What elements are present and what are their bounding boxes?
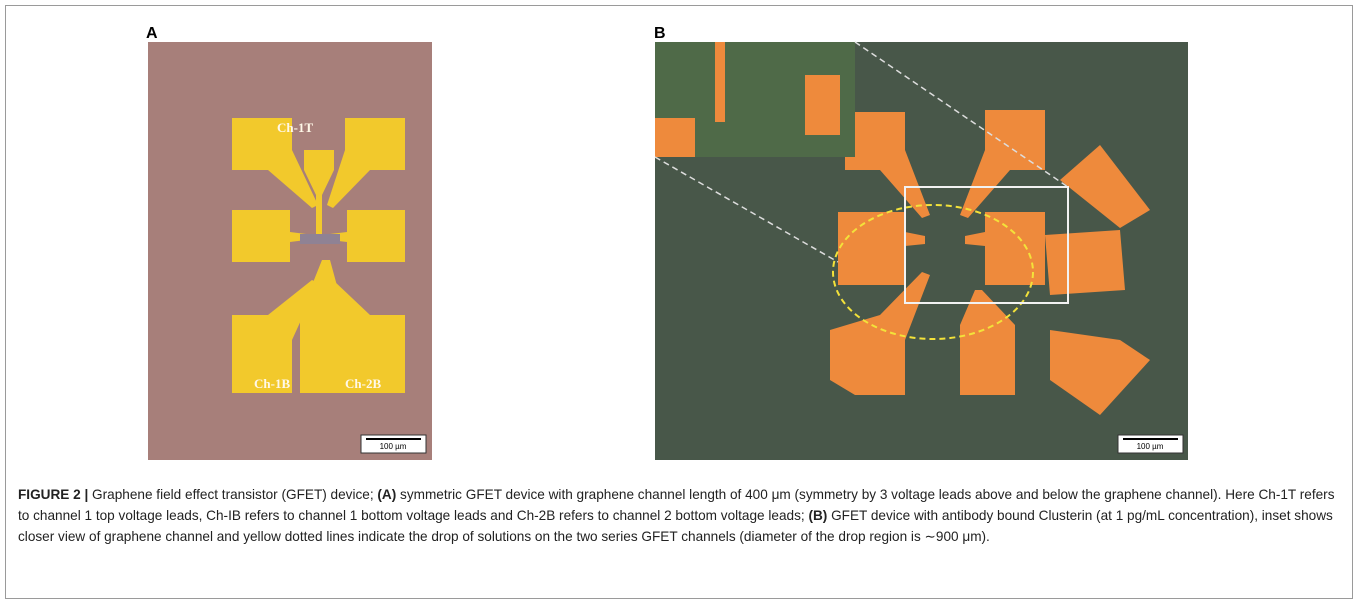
figure-frame — [5, 5, 1353, 599]
electrodes-a — [232, 118, 405, 393]
panel-label: A — [146, 25, 158, 42]
inset-electrodes — [655, 42, 840, 157]
caption: FIGURE 2 | Graphene field effect transis… — [18, 484, 1348, 547]
panel-label: B — [654, 25, 666, 42]
caption-text: Graphene field effect transistor (GFET) … — [88, 487, 378, 502]
inset-region — [904, 186, 1069, 304]
scale-label: 100 µm — [380, 442, 407, 451]
drop-outline — [832, 204, 1034, 340]
caption-panel-ref: (A) — [377, 487, 397, 502]
zoom-line — [854, 41, 1069, 188]
lead-label: Ch-1T — [277, 120, 313, 135]
caption-label: FIGURE 2 | — [18, 487, 89, 502]
graphene-channel — [300, 234, 340, 244]
lead-label: Ch-2B — [345, 376, 381, 391]
caption-text: GFET device with antibody bound Clusteri… — [18, 508, 1333, 544]
caption-text: symmetric GFET device with graphene chan… — [18, 487, 1335, 523]
zoom-line — [654, 156, 839, 263]
scale-label: 100 µm — [1137, 442, 1164, 451]
lead-label: Ch-1B — [254, 376, 290, 391]
electrodes-b — [830, 110, 1150, 415]
figure-panels: A Ch-1T Ch-1B Ch-2B 100 µm B — [146, 25, 1188, 460]
caption-panel-ref: (B) — [808, 508, 828, 523]
